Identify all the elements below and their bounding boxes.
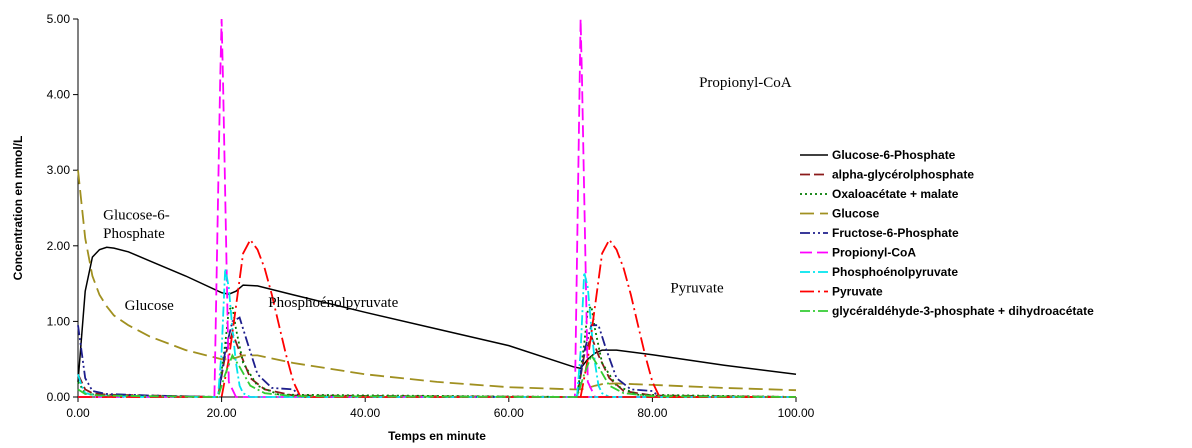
series-line-glucose bbox=[77, 170, 797, 392]
chart-annotation: Glucose bbox=[125, 298, 174, 314]
y-tick-label: 4.00 bbox=[47, 88, 71, 102]
legend-label: Oxaloacétate + malate bbox=[832, 187, 959, 201]
series-line-pyruvate-second-pulse bbox=[579, 238, 796, 398]
y-axis-title: Concentration en mmol/L bbox=[11, 136, 25, 281]
legend-item: Phosphoénolpyruvate bbox=[800, 265, 958, 279]
legend-label: Phosphoénolpyruvate bbox=[832, 265, 958, 279]
legend-item: alpha-glycérolphosphate bbox=[800, 168, 974, 182]
legend-item: Pyruvate bbox=[800, 285, 883, 299]
legend-item: Glucose bbox=[800, 207, 880, 221]
series-line-glyc-rald-hyde-3-phosphate-dihydroac-tate bbox=[77, 353, 797, 398]
series-line-propionyl-coa bbox=[78, 18, 796, 398]
series-line-fructose-6-phosphate bbox=[77, 316, 796, 398]
legend-label: Fructose-6-Phosphate bbox=[832, 226, 959, 240]
legend-label: Glucose bbox=[832, 207, 880, 221]
legend-label: Glucose-6-Phosphate bbox=[832, 148, 956, 162]
x-tick-label: 60.00 bbox=[494, 406, 524, 420]
chart-annotation: Propionyl-CoA bbox=[699, 75, 792, 91]
series-line-alpha-glyc-rolphosphate bbox=[77, 329, 797, 398]
annotations: Glucose-6- Phosphate Glucose Phosphoénolpyr… bbox=[103, 75, 792, 314]
x-tick-label: 80.00 bbox=[637, 406, 667, 420]
series-line-pyruvate bbox=[78, 238, 796, 398]
x-tick-label: 20.00 bbox=[207, 406, 237, 420]
legend-label: alpha-glycérolphosphate bbox=[832, 168, 974, 182]
legend: Glucose-6-Phosphate alpha-glycérolphospha… bbox=[800, 148, 1094, 318]
y-tick-label: 3.00 bbox=[47, 163, 71, 177]
x-tick-label: 40.00 bbox=[350, 406, 380, 420]
series-line-phospho-nolpyruvate-second-pulse bbox=[576, 272, 796, 398]
chart-annotation: Phosphoénolpyruvate bbox=[268, 295, 398, 311]
series-line-glucose-6-phosphate bbox=[77, 246, 797, 382]
plot-area: 0.00 1.00 2.00 3.00 4.00 5.00 0.00 20.00 40.00 6… bbox=[47, 12, 815, 420]
y-tick-label: 2.00 bbox=[47, 239, 71, 253]
legend-item: glycéraldéhyde-3-phosphate + dihydroacét… bbox=[800, 304, 1094, 318]
legend-item: Fructose-6-Phosphate bbox=[800, 226, 959, 240]
legend-label: Pyruvate bbox=[832, 285, 883, 299]
legend-item: Propionyl-CoA bbox=[800, 246, 916, 260]
legend-label: glycéraldéhyde-3-phosphate + dihydroacét… bbox=[832, 304, 1094, 318]
y-tick-label: 5.00 bbox=[47, 12, 71, 26]
y-tick-label: 1.00 bbox=[47, 314, 71, 328]
x-axis-title: Temps en minute bbox=[388, 429, 486, 443]
series-line-oxaloac-tate-malate bbox=[77, 304, 797, 398]
x-tick-label: 0.00 bbox=[66, 406, 90, 420]
chart-annotation: Glucose-6- bbox=[103, 207, 170, 223]
legend-label: Propionyl-CoA bbox=[832, 246, 916, 260]
legend-item: Oxaloacétate + malate bbox=[800, 187, 959, 201]
x-ticks: 0.00 20.00 40.00 60.00 80.00 100.00 bbox=[66, 397, 815, 420]
series-lines bbox=[77, 18, 797, 398]
chart-annotation: Pyruvate bbox=[670, 281, 724, 297]
x-tick-label: 100.00 bbox=[778, 406, 815, 420]
y-tick-label: 0.00 bbox=[47, 390, 71, 404]
y-ticks: 0.00 1.00 2.00 3.00 4.00 5.00 bbox=[47, 12, 78, 404]
legend-item: Glucose-6-Phosphate bbox=[800, 148, 956, 162]
chart-annotation: Phosphate bbox=[103, 226, 165, 242]
